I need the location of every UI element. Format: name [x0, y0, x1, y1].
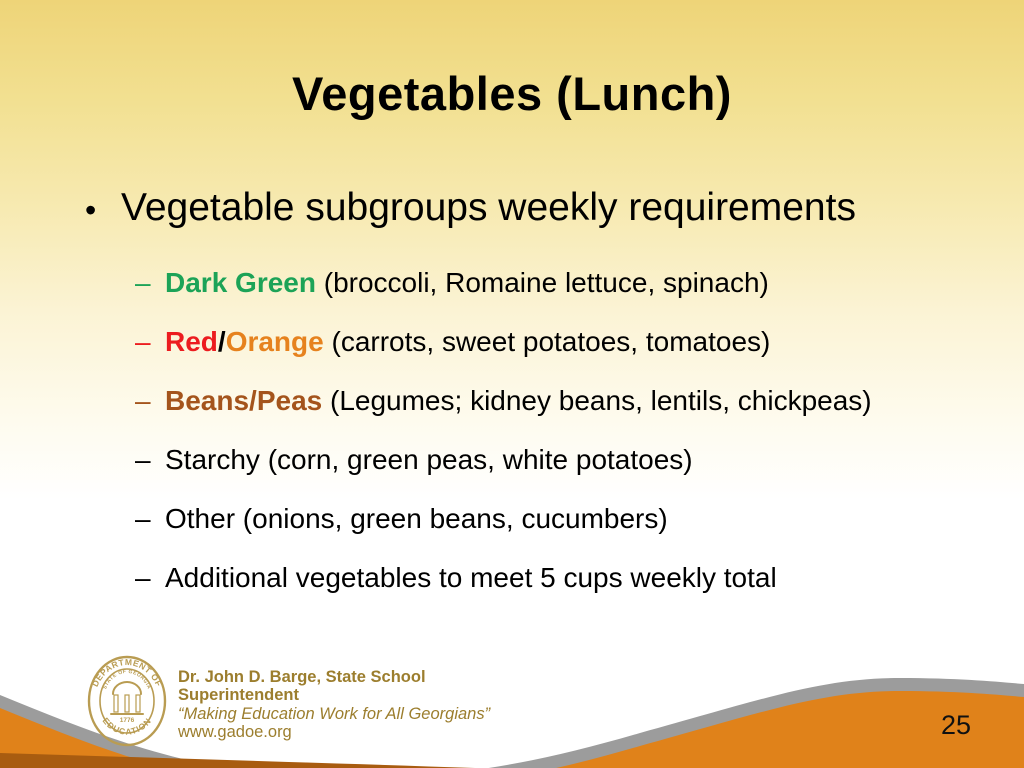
georgia-doe-seal: DEPARTMENT OF EDUCATION STATE OF GEORGIA…: [87, 655, 167, 747]
dash-marker: –: [135, 444, 151, 475]
footer-attribution: Dr. John D. Barge, State School Superint…: [178, 668, 490, 742]
sub-bullet-text: Red/Orange (carrots, sweet potatoes, tom…: [165, 326, 771, 357]
main-bullet: • Vegetable subgroups weekly requirement…: [85, 186, 856, 234]
sub-bullet-text: Dark Green (broccoli, Romaine lettuce, s…: [165, 267, 769, 298]
bullet-marker: •: [85, 192, 97, 228]
superintendent-name-line: Dr. John D. Barge, State School: [178, 668, 426, 686]
sub-bullet-text: Starchy (corn, green peas, white potatoe…: [165, 444, 693, 475]
footer-website: www.gadoe.org: [178, 723, 292, 742]
main-bullet-text: Vegetable subgroups weekly requirements: [121, 186, 856, 229]
sub-bullet-text: Other (onions, green beans, cucumbers): [165, 503, 668, 534]
wave-dark-orange-strip: [0, 753, 475, 768]
dash-marker: –: [135, 562, 151, 593]
sub-bullet-item: – Dark Green (broccoli, Romaine lettuce, …: [135, 268, 872, 298]
sub-bullet-item: – Red/Orange (carrots, sweet potatoes, to…: [135, 327, 872, 357]
footer-wave-graphic: [0, 678, 1024, 768]
dash-marker: –: [135, 503, 151, 534]
sub-bullet-item: – Additional vegetables to meet 5 cups we…: [135, 563, 872, 593]
page-number: 25: [941, 710, 972, 740]
sub-bullet-list: – Dark Green (broccoli, Romaine lettuce, …: [135, 268, 872, 622]
superintendent-title-line: Superintendent: [178, 686, 300, 705]
dash-marker: –: [135, 267, 151, 298]
dash-marker: –: [135, 385, 151, 416]
footer-tagline: “Making Education Work for All Georgians…: [178, 704, 491, 723]
seal-year: 1776: [120, 717, 135, 724]
sub-bullet-item: – Other (onions, green beans, cucumbers): [135, 504, 872, 534]
sub-bullet-text: Beans/Peas (Legumes; kidney beans, lenti…: [165, 385, 872, 416]
dash-marker: –: [135, 326, 151, 357]
wave-orange-band: [0, 691, 1024, 768]
sub-bullet-text: Additional vegetables to meet 5 cups wee…: [165, 562, 777, 593]
sub-bullet-item: – Beans/Peas (Legumes; kidney beans, lent…: [135, 386, 872, 416]
sub-bullet-item: – Starchy (corn, green peas, white potato…: [135, 445, 872, 475]
slide-title: Vegetables (Lunch): [292, 67, 732, 120]
